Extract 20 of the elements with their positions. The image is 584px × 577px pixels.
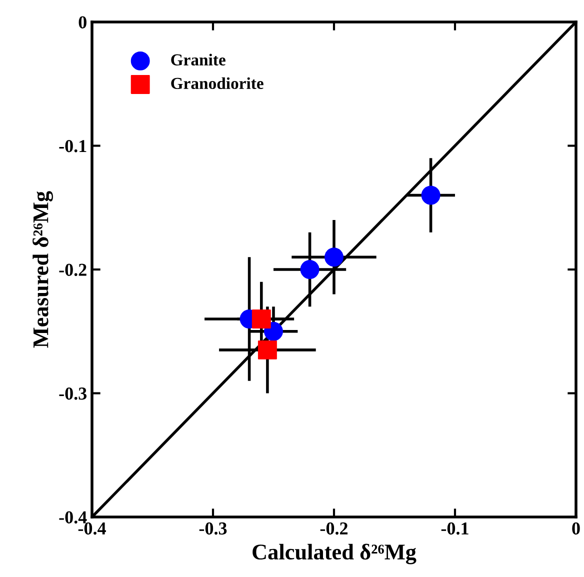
point (252, 310, 271, 328)
point (324, 248, 344, 267)
x-tick-label: -0.3 (199, 522, 227, 535)
x-tick-label: -0.4 (78, 522, 106, 535)
point (421, 186, 440, 205)
x-tick-label: -0.1 (441, 522, 468, 535)
legend-label: Granodiorite (171, 77, 264, 90)
y-tick-label: -0.4 (59, 511, 87, 524)
y-tick-label: -0.2 (59, 264, 86, 276)
x-axis-title: Calculated δ²⁶Mg (252, 544, 416, 564)
y-axis-title: Measured δ²⁶Mg (32, 191, 53, 348)
y-tick-label: 0 (78, 16, 86, 28)
point (264, 322, 283, 341)
point (300, 260, 320, 279)
x-tick-label: -0.2 (320, 522, 348, 535)
point (258, 340, 277, 360)
legend-label: Granite (171, 54, 226, 66)
y-tick-label: -0.1 (59, 140, 86, 152)
y-tick-label: -0.3 (59, 388, 87, 400)
x-tick-label: 0 (572, 522, 580, 535)
